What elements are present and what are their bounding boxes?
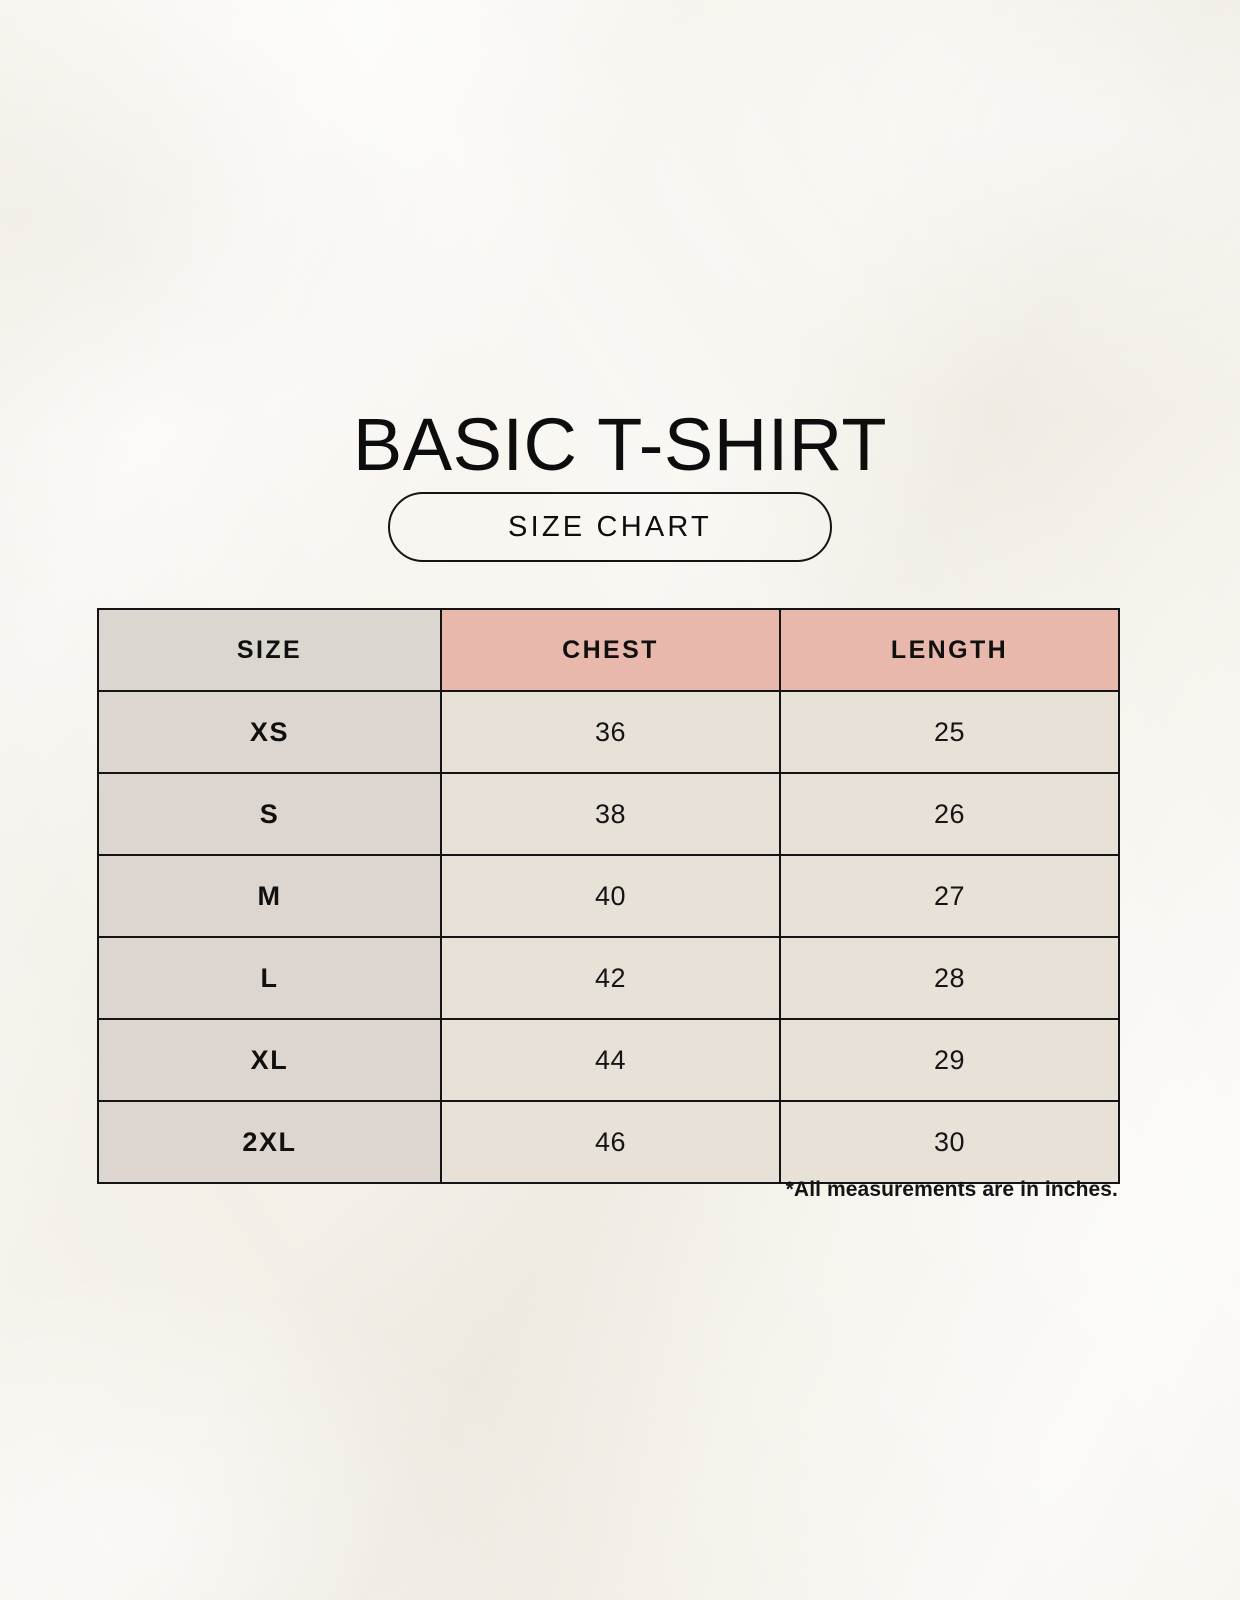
cell-size: L (97, 936, 442, 1020)
table-row: S 38 26 (97, 772, 1120, 856)
table-row: XS 36 25 (97, 690, 1120, 774)
cell-size: XL (97, 1018, 442, 1102)
cell-chest: 36 (440, 690, 781, 774)
cell-length: 29 (779, 1018, 1120, 1102)
table-row: XL 44 29 (97, 1018, 1120, 1102)
size-chart-badge: SIZE CHART (388, 492, 832, 562)
cell-chest: 38 (440, 772, 781, 856)
cell-size: 2XL (97, 1100, 442, 1184)
cell-chest: 40 (440, 854, 781, 938)
page-title: BASIC T-SHIRT (352, 402, 888, 486)
column-header-chest: CHEST (440, 608, 781, 692)
cell-length: 27 (779, 854, 1120, 938)
table-header-row: SIZE CHEST LENGTH (97, 608, 1120, 692)
measurement-units-note: *All measurements are in inches. (785, 1178, 1118, 1201)
cell-length: 25 (779, 690, 1120, 774)
cell-size: S (97, 772, 442, 856)
cell-chest: 44 (440, 1018, 781, 1102)
table-row: 2XL 46 30 (97, 1100, 1120, 1184)
column-header-size: SIZE (97, 608, 442, 692)
cell-size: XS (97, 690, 442, 774)
cell-chest: 42 (440, 936, 781, 1020)
cell-size: M (97, 854, 442, 938)
cell-chest: 46 (440, 1100, 781, 1184)
size-chart-badge-label: SIZE CHART (508, 510, 712, 543)
column-header-length: LENGTH (779, 608, 1120, 692)
cell-length: 28 (779, 936, 1120, 1020)
cell-length: 26 (779, 772, 1120, 856)
cell-length: 30 (779, 1100, 1120, 1184)
table-row: L 42 28 (97, 936, 1120, 1020)
size-chart-table: SIZE CHEST LENGTH XS 36 25 S 38 26 M 40 … (97, 608, 1120, 1184)
table-row: M 40 27 (97, 854, 1120, 938)
